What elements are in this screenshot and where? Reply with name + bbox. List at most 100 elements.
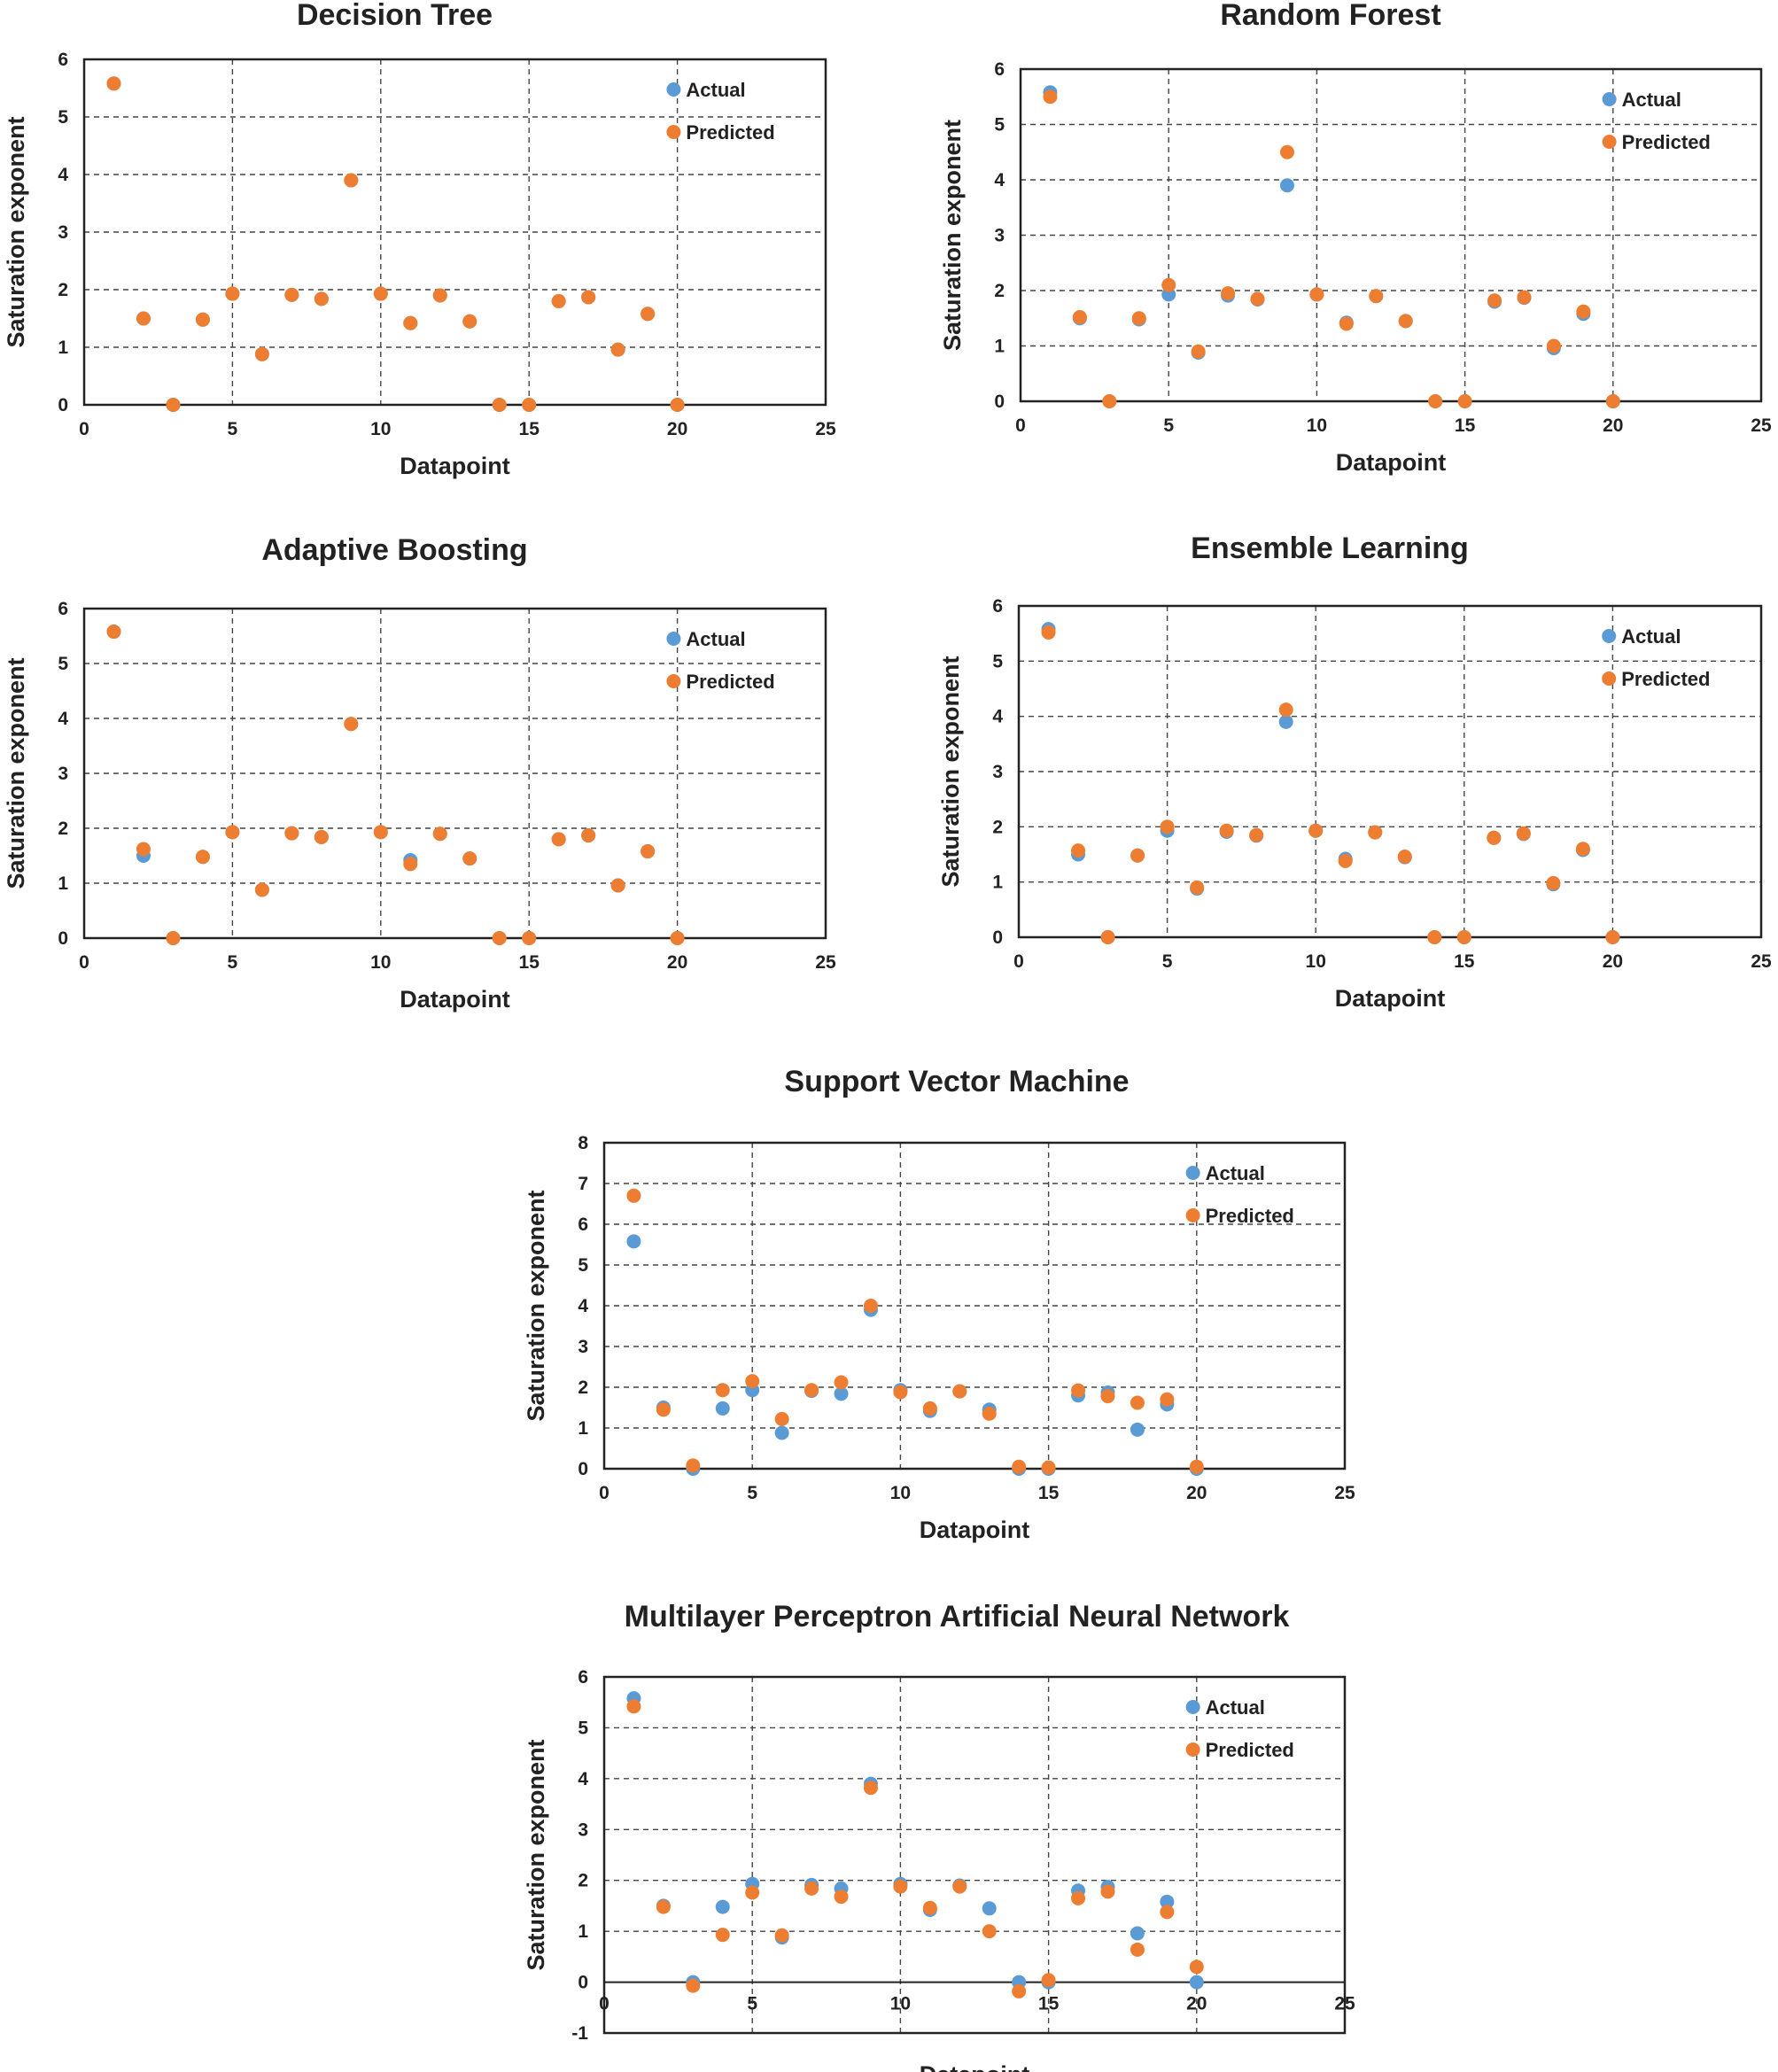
predicted-point [1517,290,1532,305]
predicted-point [1102,394,1117,408]
x-tick-label: 5 [228,419,238,439]
x-tick-label: 0 [599,1483,609,1503]
x-tick-label: 20 [667,419,687,439]
predicted-point [1100,930,1115,944]
chart-title: Ensemble Learning [1191,532,1469,565]
predicted-point [195,312,210,327]
predicted-point [1309,287,1324,302]
y-tick-label: 2 [994,281,1005,301]
y-tick-label: 1 [994,337,1005,357]
predicted-point [551,294,566,308]
predicted-point [1043,89,1058,105]
predicted-point [344,173,359,188]
predicted-point [1397,849,1412,864]
y-tick-label: 6 [578,1667,588,1688]
predicted-point [492,398,507,412]
predicted-point [166,931,181,945]
y-tick-label: 3 [578,1820,588,1840]
x-tick-label: 15 [1454,951,1475,972]
legend-predicted-label: Predicted [1206,1205,1294,1227]
actual-point [715,1899,730,1914]
predicted-point [1338,853,1353,868]
predicted-point [893,1385,908,1400]
predicted-point [1041,625,1056,640]
actual-point [1189,1975,1204,1990]
x-tick-label: 10 [890,1994,911,2014]
y-tick-label: 8 [578,1133,588,1153]
y-tick-label: 6 [58,599,68,619]
predicted-point [195,850,210,865]
legend-predicted-marker [1185,1742,1200,1757]
x-tick-label: 5 [1163,415,1174,436]
x-tick-label: 20 [667,952,687,973]
plot-area [1019,67,1763,403]
y-tick-label: 2 [58,280,68,300]
legend-predicted-marker [1602,671,1617,686]
legend-actual-marker [1602,92,1617,106]
y-axis-label: Saturation exponent [3,116,29,347]
y-tick-label: 3 [994,226,1005,246]
predicted-point [1279,144,1294,159]
plot-area [602,1675,1347,2035]
predicted-point [745,1374,760,1389]
predicted-point [136,311,151,326]
x-axis-label: Datapoint [920,2061,1030,2072]
chart-4: Support Vector Machine 0 5 10 15 20 25 0 1 2 3 4 5 6 7… [523,1065,1355,1543]
y-tick-label: 5 [58,107,68,128]
predicted-point [136,842,151,857]
predicted-point [774,1411,789,1426]
y-axis-label: Saturation exponent [523,1190,549,1421]
y-tick-label: 2 [992,817,1003,837]
x-tick-label: 15 [1455,415,1476,436]
predicted-point [1189,1459,1204,1474]
predicted-point [1130,1942,1145,1957]
y-tick-label: 6 [578,1214,588,1235]
predicted-point [1041,1973,1056,1988]
y-axis-label: Saturation exponent [937,656,964,887]
predicted-point [982,1924,997,1939]
legend-predicted-label: Predicted [1206,1739,1294,1761]
predicted-point [1072,310,1087,324]
chart-2: Adaptive Boosting 0 5 10 15 20 25 0 1 2 3 4 5 6 Datapo… [3,533,836,1013]
legend-predicted-marker [666,674,681,688]
predicted-point [952,1879,967,1894]
x-tick-label: 25 [1751,415,1772,436]
predicted-point [745,1885,760,1900]
predicted-point [863,1781,878,1796]
predicted-point [1071,1383,1086,1398]
predicted-point [804,1881,819,1896]
predicted-point [1250,291,1265,307]
chart-title: Adaptive Boosting [261,533,527,567]
y-tick-label: 1 [578,1418,588,1439]
predicted-point [373,286,388,301]
predicted-point [670,398,685,412]
predicted-point [1191,344,1206,359]
predicted-point [492,931,507,945]
legend-actual-label: Actual [1206,1696,1265,1719]
predicted-point [581,828,596,843]
actual-point [1130,1926,1145,1941]
predicted-point [1456,930,1471,944]
predicted-point [893,1879,908,1894]
y-tick-label: 0 [58,928,68,949]
x-axis-label: Datapoint [1335,985,1446,1012]
predicted-point [1369,289,1384,304]
x-tick-label: 15 [1038,1994,1060,2014]
predicted-point [626,1699,641,1714]
x-tick-label: 5 [747,1994,757,2014]
predicted-point [462,314,477,329]
predicted-point [403,315,418,330]
predicted-point [1160,819,1175,834]
y-tick-label: 5 [992,651,1003,671]
y-tick-label: 6 [58,50,68,70]
x-tick-label: 10 [890,1483,911,1503]
predicted-point [774,1928,789,1943]
x-tick-label: 15 [1038,1483,1060,1503]
actual-point [715,1401,730,1416]
chart-title: Support Vector Machine [784,1065,1129,1098]
y-tick-label: 1 [58,338,68,358]
predicted-point [1398,314,1413,329]
x-tick-label: 0 [599,1994,609,2014]
predicted-point [1605,394,1620,408]
